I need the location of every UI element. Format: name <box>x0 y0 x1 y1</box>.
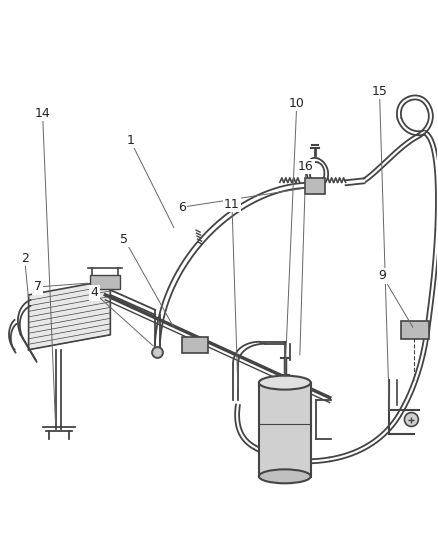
Text: 11: 11 <box>224 198 240 211</box>
Text: 1: 1 <box>126 134 134 147</box>
Text: 2: 2 <box>21 252 28 264</box>
Text: 6: 6 <box>178 201 186 214</box>
Text: 7: 7 <box>34 280 42 294</box>
Text: 16: 16 <box>298 160 314 173</box>
Polygon shape <box>28 280 110 350</box>
Bar <box>90 275 120 289</box>
Text: 10: 10 <box>289 97 305 110</box>
Text: 9: 9 <box>378 270 386 282</box>
FancyBboxPatch shape <box>182 337 208 353</box>
FancyBboxPatch shape <box>401 321 429 339</box>
Text: 5: 5 <box>120 232 128 246</box>
Bar <box>305 178 325 194</box>
Circle shape <box>404 413 418 426</box>
Ellipse shape <box>259 376 311 390</box>
Text: 4: 4 <box>91 286 99 300</box>
Ellipse shape <box>259 470 311 483</box>
Bar <box>259 383 311 478</box>
Text: 14: 14 <box>35 107 50 120</box>
Text: 15: 15 <box>371 85 388 98</box>
